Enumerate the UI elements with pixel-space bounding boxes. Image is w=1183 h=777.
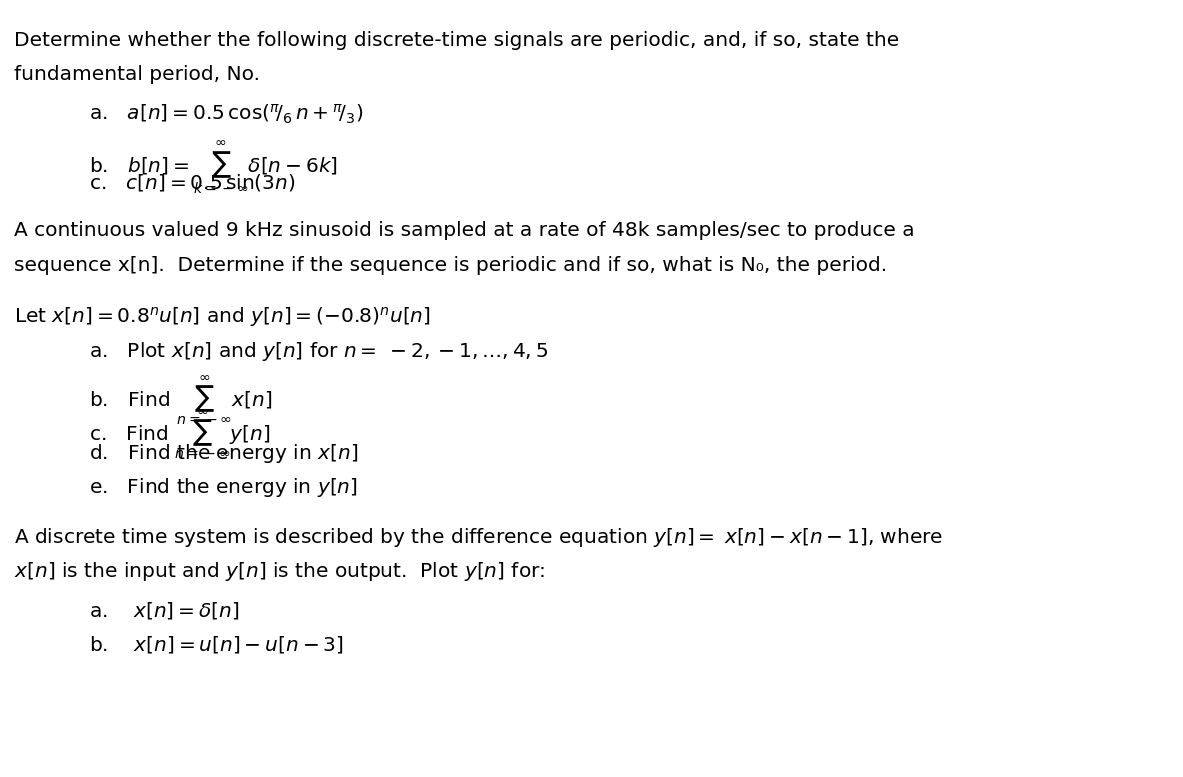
Text: Let $x[n] = 0.8^n u[n]$ and $y[n] = (-0.8)^n u[n]$: Let $x[n] = 0.8^n u[n]$ and $y[n] = (-0.… — [14, 305, 431, 329]
Text: b.    $x[n] = u[n] - u[n-3]$: b. $x[n] = u[n] - u[n-3]$ — [89, 634, 343, 655]
Text: A continuous valued 9 kHz sinusoid is sampled at a rate of 48k samples/sec to pr: A continuous valued 9 kHz sinusoid is sa… — [14, 221, 914, 240]
Text: A discrete time system is described by the difference equation $y[n] =\; x[n] - : A discrete time system is described by t… — [14, 526, 943, 549]
Text: sequence x[n].  Determine if the sequence is periodic and if so, what is N₀, the: sequence x[n]. Determine if the sequence… — [14, 256, 887, 274]
Text: a.   Plot $x[n]$ and $y[n]$ for $n =\;-2, -1, \ldots, 4, 5$: a. Plot $x[n]$ and $y[n]$ for $n =\;-2, … — [89, 340, 548, 363]
Text: d.   Find the energy in $x[n]$: d. Find the energy in $x[n]$ — [89, 442, 358, 465]
Text: c.   $c[n] = 0.5\,\mathrm{sin}(3n)$: c. $c[n] = 0.5\,\mathrm{sin}(3n)$ — [89, 172, 296, 193]
Text: $x[n]$ is the input and $y[n]$ is the output.  Plot $y[n]$ for:: $x[n]$ is the input and $y[n]$ is the ou… — [14, 560, 545, 584]
Text: a.   $a[n] = 0.5\,\mathrm{cos}(^{\pi}\!/_{6}\, n + ^{\pi}\!/_{3})$: a. $a[n] = 0.5\,\mathrm{cos}(^{\pi}\!/_{… — [89, 103, 363, 126]
Text: e.   Find the energy in $y[n]$: e. Find the energy in $y[n]$ — [89, 476, 357, 500]
Text: a.    $x[n] = \delta[n]$: a. $x[n] = \delta[n]$ — [89, 600, 239, 621]
Text: c.   Find $\sum_{n=-\infty}^{\infty} y[n]$: c. Find $\sum_{n=-\infty}^{\infty} y[n]$ — [89, 408, 271, 462]
Text: Determine whether the following discrete-time signals are periodic, and, if so, : Determine whether the following discrete… — [14, 31, 899, 50]
Text: fundamental period, No.: fundamental period, No. — [14, 65, 260, 84]
Text: b.   Find $\sum_{n=-\infty}^{\infty} x[n]$: b. Find $\sum_{n=-\infty}^{\infty} x[n]$ — [89, 374, 272, 427]
Text: b.   $b[n] = \sum_{k=-\infty}^{\infty} \delta[n - 6k]$: b. $b[n] = \sum_{k=-\infty}^{\infty} \de… — [89, 140, 337, 196]
